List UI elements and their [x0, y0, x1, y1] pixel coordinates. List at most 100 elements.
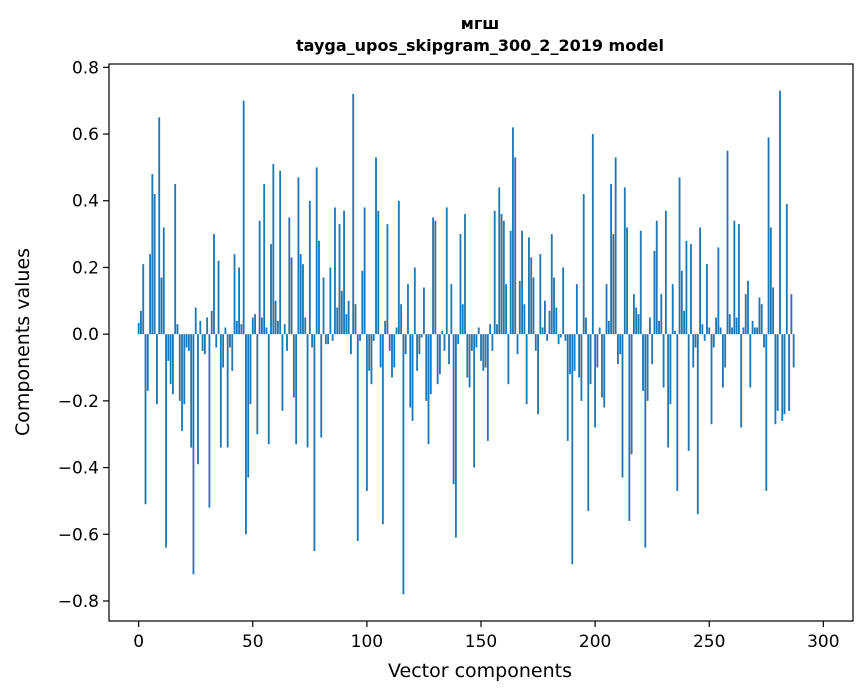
bar-137 — [450, 284, 453, 335]
bar-200 — [594, 334, 597, 428]
bar-162 — [507, 334, 510, 385]
bar-252 — [712, 334, 715, 348]
bar-181 — [550, 234, 553, 335]
bar-55 — [263, 184, 266, 335]
bar-152 — [484, 334, 487, 368]
bar-48 — [247, 334, 250, 478]
bar-283 — [783, 334, 786, 415]
bar-258 — [726, 150, 729, 335]
bar-41 — [231, 334, 234, 371]
bar-25 — [194, 307, 197, 335]
bar-274 — [763, 334, 765, 348]
bar-248 — [703, 334, 706, 341]
bar-286 — [790, 294, 793, 335]
bar-35 — [217, 260, 220, 335]
bar-179 — [546, 334, 549, 341]
bar-281 — [779, 90, 781, 335]
bar-91 — [345, 314, 348, 335]
y-tick-label: −0.2 — [58, 392, 99, 412]
bar-43 — [235, 320, 238, 335]
bar-83 — [327, 334, 330, 345]
bar-196 — [585, 317, 587, 335]
x-tick-label: 300 — [807, 632, 839, 652]
chart-subtitle: tayga_upos_skipgram_300_2_2019 model — [296, 36, 664, 55]
bar-76 — [311, 334, 314, 348]
bar-149 — [477, 327, 480, 335]
bar-17 — [176, 324, 179, 335]
x-tick-label: 50 — [242, 632, 264, 652]
bar-3 — [144, 334, 147, 505]
bar-53 — [258, 220, 261, 335]
bar-190 — [571, 334, 574, 565]
bar-203 — [601, 334, 603, 398]
bar-81 — [322, 277, 325, 335]
bar-130 — [434, 220, 437, 335]
bar-77 — [313, 334, 316, 551]
bar-59 — [272, 164, 275, 335]
bar-223 — [646, 334, 649, 401]
bar-272 — [758, 297, 761, 335]
bar-144 — [466, 334, 469, 378]
y-tick-label: −0.8 — [58, 592, 99, 612]
bar-154 — [489, 324, 492, 335]
bar-189 — [569, 334, 571, 375]
bar-122 — [416, 334, 419, 371]
bar-7 — [153, 194, 156, 335]
bar-218 — [635, 307, 638, 335]
bar-60 — [274, 300, 277, 335]
bar-13 — [167, 334, 170, 361]
bar-84 — [329, 267, 332, 335]
bar-275 — [765, 334, 768, 491]
bar-201 — [596, 334, 599, 368]
bar-18 — [178, 334, 181, 401]
x-tick-label: 250 — [693, 632, 725, 652]
bar-49 — [249, 334, 252, 405]
bar-183 — [555, 307, 558, 335]
bar-168 — [521, 230, 523, 335]
bar-73 — [304, 317, 307, 335]
bar-235 — [674, 330, 676, 335]
bar-138 — [452, 334, 455, 485]
bar-261 — [733, 220, 736, 335]
bar-246 — [699, 227, 702, 335]
bar-141 — [459, 234, 462, 335]
bar-104 — [375, 157, 377, 335]
bar-207 — [610, 184, 612, 335]
bar-38 — [224, 327, 227, 335]
bar-75 — [308, 200, 311, 335]
y-tick-label: −0.6 — [58, 525, 99, 545]
bar-103 — [372, 334, 375, 341]
bar-166 — [516, 334, 519, 355]
bar-10 — [160, 277, 163, 335]
bar-225 — [651, 334, 654, 365]
bar-260 — [731, 327, 733, 335]
bar-51 — [254, 314, 256, 335]
bar-15 — [171, 334, 174, 395]
bar-169 — [523, 304, 526, 335]
bar-133 — [441, 330, 444, 335]
bar-155 — [491, 334, 494, 351]
bar-150 — [480, 334, 482, 361]
bar-40 — [229, 334, 231, 348]
bar-136 — [448, 334, 450, 365]
x-tick-label: 100 — [351, 632, 383, 652]
bar-123 — [418, 334, 421, 355]
bar-231 — [664, 210, 667, 335]
bar-227 — [655, 220, 658, 335]
bar-142 — [461, 304, 464, 335]
bar-58 — [270, 244, 272, 335]
bar-131 — [436, 334, 439, 385]
bar-233 — [669, 334, 672, 405]
bar-42 — [233, 254, 236, 335]
bar-173 — [532, 277, 535, 335]
bar-174 — [534, 334, 537, 351]
bar-16 — [174, 184, 177, 335]
bar-257 — [724, 334, 727, 368]
bar-264 — [740, 334, 743, 428]
bar-109 — [386, 224, 389, 335]
bar-33 — [213, 234, 215, 335]
bar-175 — [537, 334, 539, 415]
bar-143 — [464, 214, 466, 335]
bar-118 — [407, 284, 409, 335]
